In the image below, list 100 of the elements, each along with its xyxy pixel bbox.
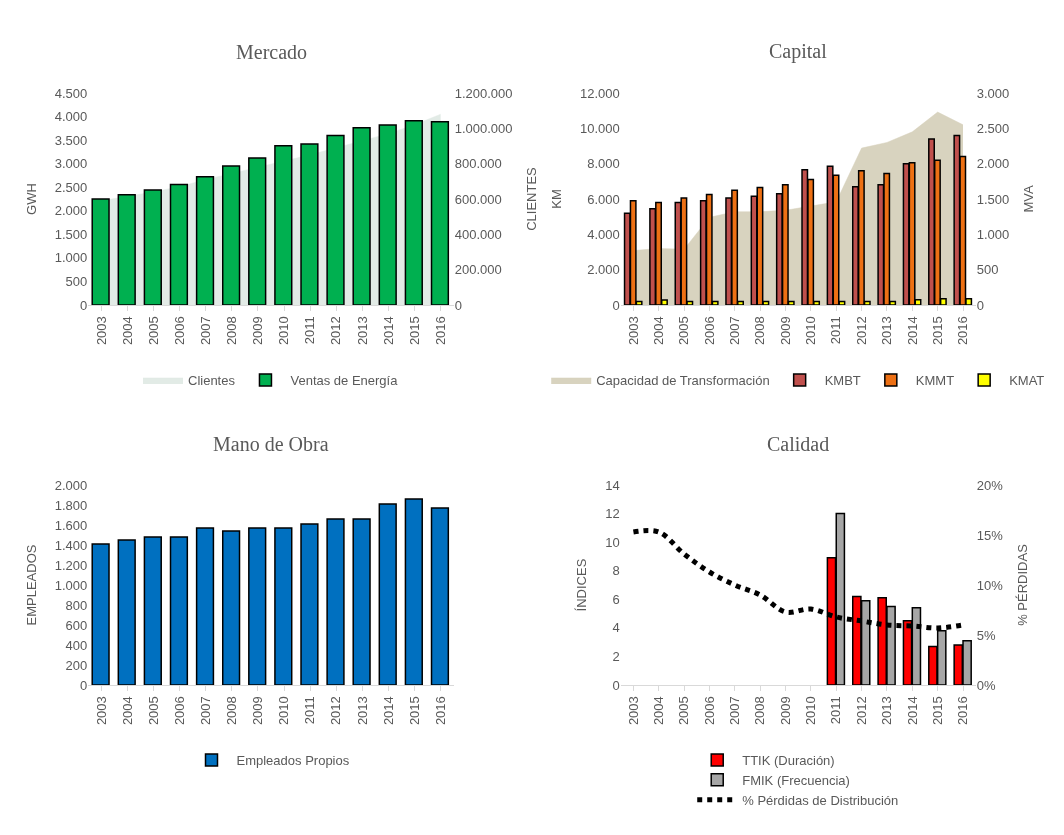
x-tick-label: 2013 bbox=[354, 316, 370, 346]
y2-tick-label: 600.000 bbox=[454, 191, 502, 207]
bar bbox=[169, 183, 189, 305]
x-tick-label: 2003 bbox=[625, 696, 641, 726]
x-tick-label: 2013 bbox=[354, 696, 370, 726]
bar bbox=[430, 507, 450, 685]
bar bbox=[326, 518, 345, 685]
y-tick-label: 6.000 bbox=[587, 191, 620, 207]
x-tick-label: 2005 bbox=[145, 316, 161, 346]
bar bbox=[352, 127, 371, 305]
y-tick-label: 4.500 bbox=[54, 85, 88, 101]
x-tick-label: 2003 bbox=[93, 696, 109, 726]
x-tick-label: 2010 bbox=[276, 696, 292, 726]
x-tick-label: 2009 bbox=[250, 696, 266, 726]
y-tick-label: 2.000 bbox=[587, 262, 620, 278]
y-tick-label: 1.200 bbox=[54, 557, 88, 573]
y-tick-label: 12.000 bbox=[579, 85, 620, 101]
legend-label: Clientes bbox=[188, 373, 236, 389]
y2-tick-label: 20% bbox=[976, 477, 1004, 493]
y-tick-label: 4 bbox=[612, 620, 620, 636]
y2-tick-label: 800.000 bbox=[454, 156, 502, 172]
chart-title: Capital bbox=[769, 40, 828, 63]
bar bbox=[378, 503, 397, 685]
bar bbox=[404, 120, 423, 305]
y2-axis-title: CLIENTES bbox=[524, 166, 540, 231]
legend-label: Empleados Propios bbox=[236, 753, 350, 769]
y2-tick-label: 10% bbox=[976, 577, 1004, 593]
bar bbox=[326, 134, 345, 305]
y2-tick-label: 3.000 bbox=[976, 85, 1010, 101]
x-tick-label: 2007 bbox=[727, 696, 743, 726]
x-tick-label: 2015 bbox=[406, 696, 422, 726]
y-tick-label: 1.600 bbox=[54, 517, 88, 533]
x-tick-label: 2013 bbox=[879, 316, 895, 346]
bar bbox=[352, 518, 371, 685]
y2-tick-label: 15% bbox=[976, 527, 1004, 543]
bar bbox=[91, 198, 110, 305]
y-tick-label: 3.500 bbox=[54, 132, 88, 148]
y-tick-label: 6 bbox=[612, 591, 620, 607]
x-tick-label: 2012 bbox=[328, 696, 344, 726]
bar bbox=[195, 176, 215, 305]
y2-tick-label: 1.000.000 bbox=[454, 120, 513, 136]
bar bbox=[91, 543, 110, 685]
bar bbox=[221, 165, 241, 305]
y-tick-label: 1.500 bbox=[54, 226, 88, 242]
chart-title: Mano de Obra bbox=[213, 433, 329, 455]
x-tick-label: 2014 bbox=[380, 696, 396, 726]
x-tick-label: 2010 bbox=[276, 316, 292, 346]
y2-tick-label: 0 bbox=[454, 297, 462, 313]
legend-label: TTIK (Duración) bbox=[742, 753, 835, 769]
y2-tick-label: 1.000 bbox=[976, 226, 1010, 242]
legend-label: FMIK (Frecuencia) bbox=[742, 772, 850, 788]
y-tick-label: 0 bbox=[612, 677, 620, 693]
x-tick-label: 2016 bbox=[955, 316, 971, 346]
legend-label: % Pérdidas de Distribución bbox=[742, 792, 899, 808]
x-tick-label: 2015 bbox=[929, 696, 945, 726]
x-tick-label: 2011 bbox=[828, 316, 844, 345]
x-tick-label: 2006 bbox=[701, 696, 717, 726]
chart-title: Mercado bbox=[236, 41, 308, 63]
x-tick-label: 2004 bbox=[119, 316, 135, 346]
y-tick-label: 2 bbox=[612, 648, 620, 664]
bar bbox=[430, 120, 450, 305]
y-tick-label: 2.500 bbox=[54, 179, 88, 195]
x-tick-label: 2011 bbox=[302, 316, 318, 345]
y-tick-label: 800 bbox=[65, 597, 88, 613]
y-axis-title: ÍNDICES bbox=[574, 558, 590, 612]
x-tick-label: 2005 bbox=[676, 316, 692, 346]
x-tick-label: 2006 bbox=[171, 316, 187, 346]
x-tick-label: 2006 bbox=[171, 696, 187, 726]
bar bbox=[248, 157, 267, 305]
x-tick-label: 2008 bbox=[752, 316, 768, 346]
y-axis-title: EMPLEADOS bbox=[23, 544, 39, 626]
y-tick-label: 1.000 bbox=[54, 250, 88, 266]
x-tick-label: 2013 bbox=[879, 696, 895, 726]
bar bbox=[378, 124, 397, 305]
y-tick-label: 500 bbox=[65, 273, 88, 289]
legend-label: Ventas de Energía bbox=[290, 373, 399, 389]
x-tick-label: 2014 bbox=[904, 316, 920, 346]
x-tick-label: 2008 bbox=[752, 696, 768, 726]
x-tick-label: 2005 bbox=[676, 696, 692, 726]
y-tick-label: 400 bbox=[65, 637, 88, 653]
x-tick-label: 2006 bbox=[701, 316, 717, 346]
y-tick-label: 12 bbox=[605, 506, 620, 522]
x-tick-label: 2008 bbox=[224, 316, 240, 346]
x-tick-label: 2014 bbox=[380, 316, 396, 346]
y-tick-label: 3.000 bbox=[54, 156, 88, 172]
x-tick-label: 2004 bbox=[119, 696, 135, 726]
y2-tick-label: 0% bbox=[976, 677, 996, 693]
x-tick-label: 2011 bbox=[302, 696, 318, 725]
x-tick-label: 2012 bbox=[853, 316, 869, 346]
y2-tick-label: 1.500 bbox=[976, 191, 1010, 207]
bar bbox=[117, 194, 136, 305]
y-tick-label: 0 bbox=[612, 297, 620, 313]
bar bbox=[248, 527, 267, 685]
y2-tick-label: 2.000 bbox=[976, 156, 1010, 172]
y-tick-label: 2.000 bbox=[54, 477, 88, 493]
chart-title: Calidad bbox=[767, 433, 830, 455]
legend-label: KMAT bbox=[1009, 373, 1045, 389]
y2-tick-label: 500 bbox=[976, 262, 999, 278]
y-tick-label: 14 bbox=[605, 477, 620, 493]
y-tick-label: 200 bbox=[65, 657, 88, 673]
